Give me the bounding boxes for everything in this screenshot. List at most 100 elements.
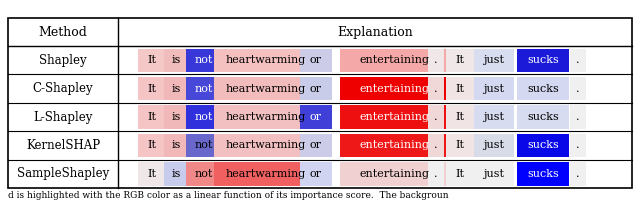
Bar [300, 49, 332, 72]
Bar [428, 162, 444, 185]
Text: Explanation: Explanation [337, 26, 413, 38]
Text: Method: Method [38, 26, 88, 38]
Bar [340, 105, 448, 129]
Text: Shapley: Shapley [39, 54, 87, 67]
Text: is: is [172, 55, 180, 65]
Bar [138, 134, 166, 157]
Text: It: It [456, 55, 465, 65]
Text: is: is [172, 84, 180, 94]
Text: SampleShapley: SampleShapley [17, 167, 109, 180]
Text: L-Shapley: L-Shapley [33, 111, 93, 123]
Bar [164, 77, 188, 100]
Bar [428, 49, 444, 72]
Bar [474, 162, 514, 185]
Text: It: It [147, 140, 157, 150]
Text: sucks: sucks [527, 112, 559, 122]
Text: heartwarming: heartwarming [226, 112, 306, 122]
Bar [214, 134, 318, 157]
Text: not: not [195, 169, 213, 179]
Bar [186, 162, 222, 185]
Text: .: . [435, 55, 438, 65]
Text: is: is [172, 140, 180, 150]
Text: entertaining: entertaining [359, 55, 429, 65]
Bar [186, 77, 222, 100]
Bar [474, 105, 514, 129]
Text: .: . [435, 169, 438, 179]
Text: It: It [147, 112, 157, 122]
Text: It: It [456, 112, 465, 122]
Text: It: It [147, 169, 157, 179]
Text: It: It [147, 55, 157, 65]
Bar [340, 77, 448, 100]
Bar [138, 49, 166, 72]
Bar [186, 134, 222, 157]
Bar [474, 134, 514, 157]
Text: heartwarming: heartwarming [226, 140, 306, 150]
Text: is: is [172, 169, 180, 179]
Text: just: just [483, 84, 504, 94]
Text: not: not [195, 140, 213, 150]
Bar [570, 134, 586, 157]
Text: just: just [483, 55, 504, 65]
Bar [517, 162, 569, 185]
Bar [428, 134, 444, 157]
Bar [164, 162, 188, 185]
Bar [300, 134, 332, 157]
Bar [340, 134, 448, 157]
Text: sucks: sucks [527, 169, 559, 179]
Text: .: . [576, 169, 580, 179]
Text: sucks: sucks [527, 140, 559, 150]
Text: heartwarming: heartwarming [226, 84, 306, 94]
Bar [138, 77, 166, 100]
Bar [570, 105, 586, 129]
Text: not: not [195, 112, 213, 122]
Bar [428, 105, 444, 129]
Text: entertaining: entertaining [359, 112, 429, 122]
Bar [300, 77, 332, 100]
Bar [446, 77, 474, 100]
Text: not: not [195, 84, 213, 94]
Bar [186, 105, 222, 129]
Text: or: or [310, 112, 322, 122]
Text: entertaining: entertaining [359, 84, 429, 94]
Text: It: It [456, 84, 465, 94]
Text: .: . [435, 84, 438, 94]
Bar [570, 49, 586, 72]
Bar [8, 18, 632, 188]
Text: heartwarming: heartwarming [226, 169, 306, 179]
Bar [517, 105, 569, 129]
Text: just: just [483, 140, 504, 150]
Text: It: It [456, 140, 465, 150]
Text: It: It [147, 84, 157, 94]
Bar [474, 49, 514, 72]
Text: .: . [435, 140, 438, 150]
Text: sucks: sucks [527, 55, 559, 65]
Bar [164, 134, 188, 157]
Text: It: It [456, 169, 465, 179]
Text: or: or [310, 140, 322, 150]
Bar [214, 77, 318, 100]
Bar [340, 49, 448, 72]
Text: .: . [576, 84, 580, 94]
Bar [186, 49, 222, 72]
Bar [570, 162, 586, 185]
Text: C-Shapley: C-Shapley [33, 82, 93, 95]
Text: .: . [576, 140, 580, 150]
Bar [570, 77, 586, 100]
Text: is: is [172, 112, 180, 122]
Bar [164, 105, 188, 129]
Bar [428, 77, 444, 100]
Bar [474, 77, 514, 100]
Bar [138, 105, 166, 129]
Bar [446, 105, 474, 129]
Text: entertaining: entertaining [359, 169, 429, 179]
Text: not: not [195, 55, 213, 65]
Text: .: . [576, 112, 580, 122]
Bar [340, 162, 448, 185]
Text: heartwarming: heartwarming [226, 55, 306, 65]
Bar [300, 162, 332, 185]
Text: .: . [576, 55, 580, 65]
Text: entertaining: entertaining [359, 140, 429, 150]
Text: sucks: sucks [527, 84, 559, 94]
Bar [517, 134, 569, 157]
